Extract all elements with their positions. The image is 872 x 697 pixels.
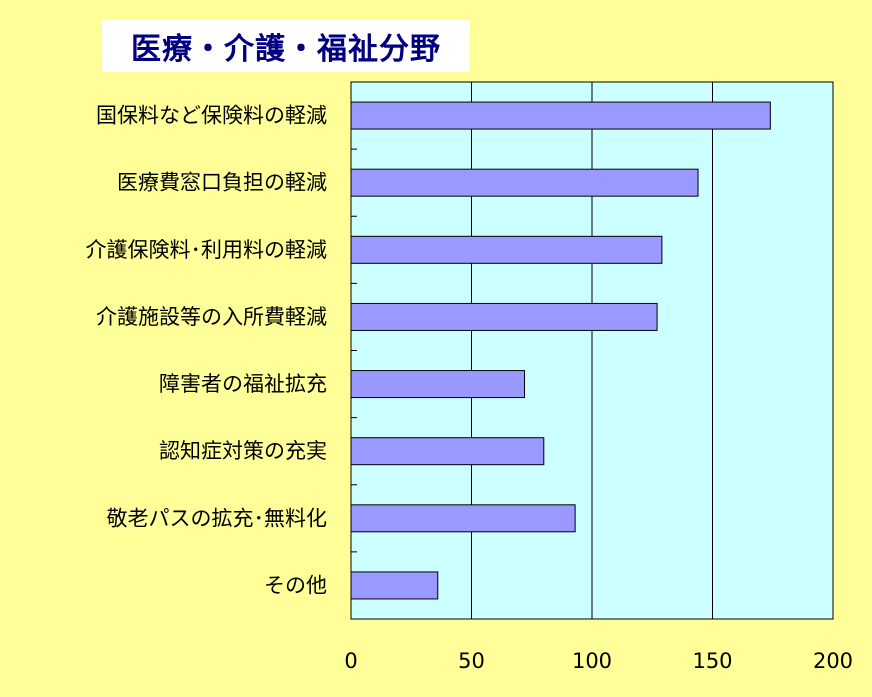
category-label: 介護保険料･利用料の軽減: [86, 238, 328, 262]
category-label: 医療費窓口負担の軽減: [117, 171, 327, 195]
category-label: 国保料など保険料の軽減: [96, 104, 327, 128]
category-label: 障害者の福祉拡充: [159, 372, 327, 396]
bar: [350, 370, 526, 399]
x-tick-label: 150: [692, 649, 732, 673]
bar: [350, 101, 771, 130]
x-tick-label: 50: [458, 649, 485, 673]
bar: [350, 437, 545, 466]
bar: [350, 235, 663, 264]
chart-title-box: 医療・介護・福祉分野: [102, 20, 470, 72]
category-label: 敬老パスの拡充･無料化: [107, 506, 328, 530]
bar: [350, 504, 576, 533]
chart-title: 医療・介護・福祉分野: [131, 32, 441, 67]
bar: [350, 168, 699, 197]
x-tick-label: 0: [344, 649, 357, 673]
bar: [350, 302, 658, 331]
bar: [350, 571, 439, 600]
category-label: その他: [264, 573, 327, 597]
category-label: 認知症対策の充実: [159, 439, 327, 463]
x-tick-label: 200: [813, 649, 853, 673]
x-tick-label: 100: [572, 649, 612, 673]
category-label: 介護施設等の入所費軽減: [96, 305, 327, 329]
